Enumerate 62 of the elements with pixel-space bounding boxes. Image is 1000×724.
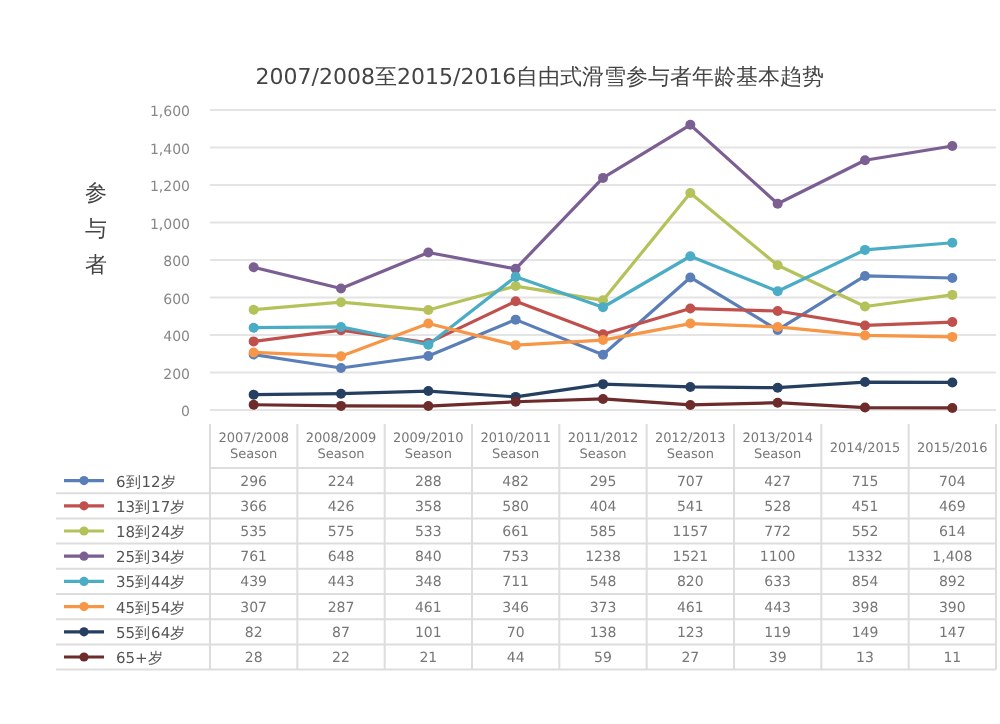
point — [336, 351, 346, 362]
chart-title: 2007/2008至2015/2016自由式滑雪参与者年龄基本趋势 — [255, 64, 825, 90]
y-axis-title: 参与者 — [85, 180, 107, 278]
point — [860, 270, 870, 281]
point — [598, 349, 608, 360]
point — [423, 351, 434, 361]
point — [947, 377, 958, 388]
point — [947, 317, 958, 328]
point — [685, 188, 696, 199]
point — [423, 386, 434, 397]
point — [248, 322, 259, 333]
point — [860, 155, 870, 166]
point — [248, 399, 259, 410]
point — [947, 402, 958, 413]
point — [423, 305, 434, 316]
point — [598, 393, 608, 404]
point — [860, 244, 870, 255]
point — [947, 273, 958, 283]
point — [772, 260, 783, 271]
point — [336, 283, 346, 294]
point — [336, 388, 346, 399]
point — [248, 389, 259, 400]
point — [685, 272, 696, 283]
point — [685, 399, 696, 410]
point — [860, 402, 870, 413]
point — [510, 314, 521, 325]
point — [685, 318, 696, 329]
point — [336, 400, 346, 411]
point — [248, 262, 259, 273]
point — [860, 330, 870, 341]
point — [772, 306, 783, 316]
point — [772, 286, 783, 297]
point — [336, 297, 346, 308]
point — [947, 331, 958, 342]
point — [772, 382, 783, 393]
point — [685, 251, 696, 262]
point — [598, 302, 608, 313]
point — [598, 172, 608, 183]
point — [510, 340, 521, 351]
point — [423, 318, 434, 329]
point — [248, 336, 259, 347]
point — [510, 296, 521, 307]
point — [510, 281, 521, 292]
point — [947, 141, 958, 151]
point — [423, 247, 434, 258]
point — [336, 363, 346, 373]
point — [947, 237, 958, 248]
point — [860, 377, 870, 388]
point — [860, 320, 870, 331]
point — [598, 335, 608, 346]
point — [248, 304, 259, 315]
point — [772, 198, 783, 209]
point — [947, 289, 958, 300]
point — [685, 303, 696, 314]
point — [510, 396, 521, 407]
point — [685, 381, 696, 392]
point — [423, 401, 434, 412]
point — [772, 397, 783, 408]
point — [860, 301, 870, 312]
point — [598, 379, 608, 390]
point — [685, 119, 696, 130]
point — [510, 271, 521, 282]
